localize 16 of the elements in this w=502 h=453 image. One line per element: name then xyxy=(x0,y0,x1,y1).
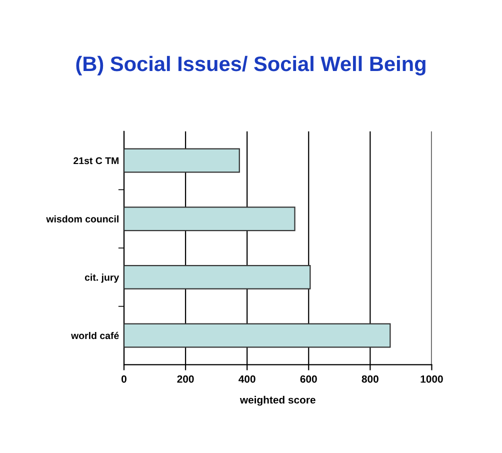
chart-title: (B) Social Issues/ Social Well Being xyxy=(76,56,426,76)
x-axis-title: weighted score xyxy=(240,396,316,406)
x-tick-label: 600 xyxy=(300,375,317,383)
y-tick-label: world café xyxy=(71,332,119,340)
x-tick-label: 800 xyxy=(362,375,378,383)
x-tick-label: 200 xyxy=(177,375,194,383)
bar xyxy=(124,323,391,348)
y-tick-label: wisdom council xyxy=(46,215,118,222)
bar xyxy=(124,148,240,173)
y-tick-label: 21st C TM xyxy=(74,157,118,164)
bar xyxy=(124,264,311,290)
x-tick-label: 1000 xyxy=(420,375,443,383)
x-tick-label: 400 xyxy=(238,375,256,383)
bar xyxy=(124,206,296,232)
y-tick-label: cit. jury xyxy=(84,274,120,283)
x-tick-label: 0 xyxy=(122,375,126,383)
